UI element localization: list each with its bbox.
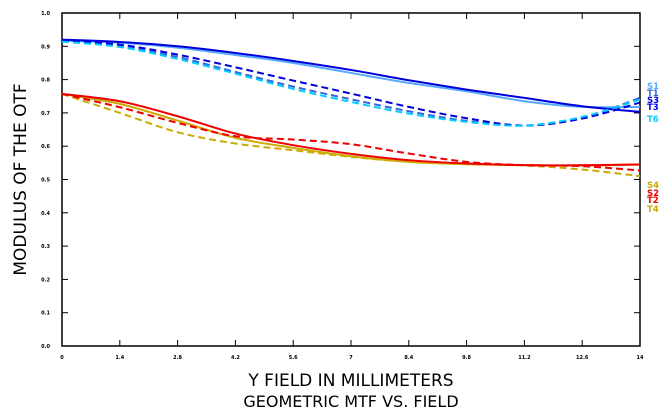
series-line-s1 (61, 39, 641, 109)
x-tick-label: 11.2 (518, 355, 531, 361)
legend-label-s2: S2 (647, 189, 659, 199)
series-line-t4 (61, 92, 641, 178)
x-tick-label: 7 (349, 355, 353, 361)
x-tick-label: 1.4 (115, 355, 124, 361)
plot-frame (61, 12, 641, 347)
y-tick-label: 0.6 (41, 144, 50, 150)
x-tick-label: 5.6 (289, 355, 298, 361)
chart-title: GEOMETRIC MTF VS. FIELD (243, 392, 458, 411)
y-tick-label: 0.3 (41, 244, 50, 250)
y-tick-label: 0.9 (41, 44, 50, 50)
y-tick-label: 0.8 (41, 78, 50, 84)
y-axis-label: MODULUS OF THE OTF (11, 83, 31, 275)
legend-label-t4: T4 (647, 205, 659, 215)
y-tick-label: 0.7 (41, 111, 50, 117)
series-line-t2 (61, 92, 641, 172)
legend-label-s1: S1 (647, 82, 659, 92)
x-tick-label: 14 (637, 355, 644, 361)
x-tick-label: 9.8 (462, 355, 471, 361)
x-tick-label: 12.6 (576, 355, 589, 361)
plot-layer: 0.0 0.1 0.2 0.3 0.4 0.5 0.6 0.7 0.8 0.9 1.0 0 1.4 2.8… (41, 11, 644, 361)
x-tick-label: 4.2 (231, 355, 240, 361)
y-tick-label: 0.5 (41, 178, 50, 184)
y-tick-label: 0.1 (41, 311, 50, 317)
legend-label-t3: T3 (647, 103, 659, 113)
x-tick-label: 8.4 (404, 355, 413, 361)
series-line-t6 (61, 40, 641, 127)
series-line-s3 (61, 38, 641, 113)
legend-label-t2: T2 (647, 196, 659, 206)
y-tick-label: 0.2 (41, 277, 50, 283)
y-tick-label: 0.4 (41, 211, 50, 217)
x-axis-label: Y FIELD IN MILLIMETERS (247, 371, 453, 391)
legend-label-s3: S3 (647, 96, 659, 106)
legend-label-t1: T1 (647, 89, 659, 99)
y-tick-label: 0.0 (41, 344, 50, 350)
x-tick-label: 0 (60, 355, 64, 361)
y-tick-label: 1.0 (41, 11, 50, 17)
series-line-t1 (61, 39, 641, 127)
legend-label-s4: S4 (647, 181, 659, 191)
x-tick-label: 2.8 (173, 355, 182, 361)
legend-label-t6: T6 (647, 115, 659, 125)
